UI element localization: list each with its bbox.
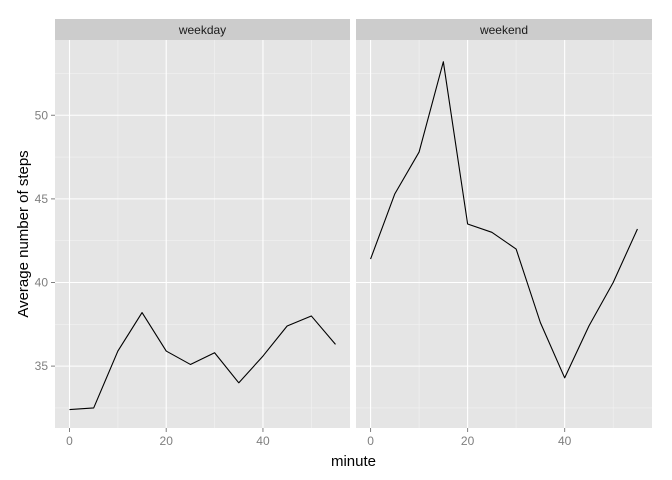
y-tick-label: 50	[35, 108, 49, 122]
x-tick-label: 20	[461, 434, 475, 448]
facet-strip	[356, 19, 652, 40]
y-tick-label: 40	[35, 276, 49, 290]
panel-background	[356, 40, 652, 428]
x-tick-label: 20	[160, 434, 174, 448]
facet-panel-weekend: weekend 0 20 40	[356, 19, 652, 448]
x-tick-label: 40	[256, 434, 270, 448]
x-tick-label: 40	[558, 434, 572, 448]
y-axis-title: Average number of steps	[15, 150, 32, 317]
x-tick-label: 0	[367, 434, 374, 448]
panel-background	[55, 40, 350, 428]
y-tick-label: 45	[35, 192, 49, 206]
facet-strip-label: weekend	[479, 23, 528, 37]
facet-strip	[55, 19, 350, 40]
series-line-weekday	[69, 312, 336, 411]
series-line-weekend	[370, 61, 638, 379]
facet-panel-weekday: weekday 0 20 40	[55, 19, 350, 448]
facet-strip-label: weekday	[178, 23, 226, 37]
x-tick-label: 0	[66, 434, 73, 448]
y-tick-label: 35	[35, 359, 49, 373]
x-axis-title: minute	[331, 453, 376, 470]
